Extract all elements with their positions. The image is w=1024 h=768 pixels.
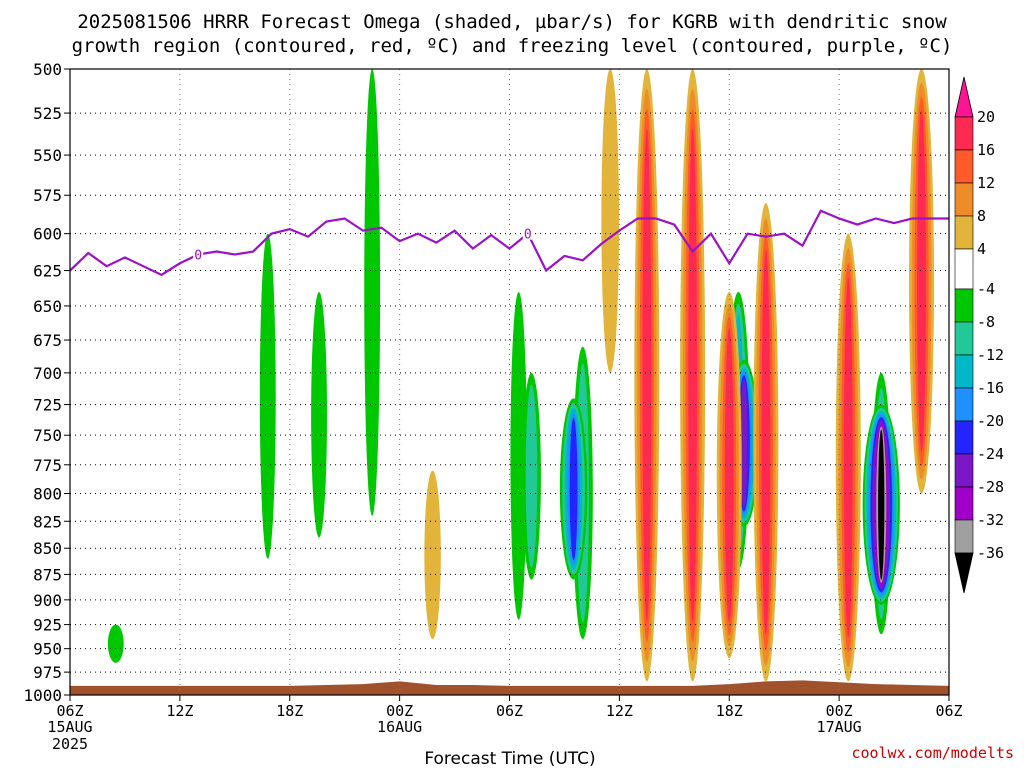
x-tick-label: 18Z (276, 702, 303, 720)
credit-text: coolwx.com/modelts (851, 744, 1014, 762)
omega-cell (724, 327, 734, 623)
y-tick-label: 825 (33, 512, 62, 531)
colorbar-segment (954, 248, 974, 290)
x-tick-date: 17AUG (817, 718, 862, 736)
colorbar-label: -24 (977, 445, 1004, 463)
y-tick-label: 750 (33, 426, 62, 445)
colorbar-segment (954, 116, 974, 151)
colorbar-label: 12 (977, 174, 995, 192)
colorbar-segment (954, 453, 974, 488)
colorbar-label: -16 (977, 379, 1004, 397)
y-tick-label: 550 (33, 146, 62, 165)
chart-title-line-1: 2025081506 HRRR Forecast Omega (shaded, … (77, 11, 947, 33)
colorbar-segment (954, 420, 974, 455)
x-tick-label: 00Z (826, 702, 853, 720)
y-tick-label: 800 (33, 484, 62, 503)
omega-cell (569, 417, 578, 561)
y-tick-label: 1000 (23, 686, 62, 705)
omega-cell (878, 429, 885, 580)
colorbar-segment (954, 182, 974, 217)
y-tick-label: 500 (33, 60, 62, 79)
y-tick-label: 675 (33, 331, 62, 350)
y-tick-label: 875 (33, 565, 62, 584)
chart-title-line-2: growth region (contoured, red, ºC) and f… (72, 35, 953, 57)
y-tick-label: 975 (33, 663, 62, 682)
y-tick-label: 600 (33, 225, 62, 244)
colorbar-segment (954, 387, 974, 422)
colorbar-label: 16 (977, 141, 995, 159)
freezing-level-label: 0 (194, 248, 202, 263)
omega-shading (107, 69, 935, 682)
plot-area (70, 69, 949, 695)
omega-cell (601, 69, 620, 373)
x-tick-date: 16AUG (377, 718, 422, 736)
colorbar-label: 4 (977, 240, 986, 258)
omega-cell (424, 470, 441, 640)
omega-cell (761, 249, 771, 635)
x-axis-label: Forecast Time (UTC) (424, 749, 595, 768)
y-tick-label: 950 (33, 640, 62, 659)
y-tick-label: 525 (33, 104, 62, 123)
colorbar-label: -28 (977, 478, 1004, 496)
colorbar-bottom-arrow (954, 552, 974, 594)
colorbar-segment (954, 288, 974, 323)
colorbar-label: -8 (977, 313, 995, 331)
colorbar-label: -20 (977, 412, 1004, 430)
omega-cell (642, 128, 652, 622)
y-axis-ticks: 500 525 550 575 600 625 650 675 700 725 750 775 800 8… (23, 60, 70, 705)
colorbar-label: -32 (977, 511, 1004, 529)
freezing-level-layer: 00 (70, 209, 949, 277)
colorbar-segment (954, 354, 974, 389)
y-tick-label: 775 (33, 456, 62, 475)
omega-cell (525, 384, 538, 568)
colorbar-segment (954, 519, 974, 554)
y-tick-label: 900 (33, 591, 62, 610)
x-tick-label: 06Z (935, 702, 962, 720)
x-tick-label: 12Z (606, 702, 633, 720)
colorbar-segment (954, 215, 974, 250)
x-tick-label: 00Z (386, 702, 413, 720)
colorbar-top-arrow (954, 76, 974, 118)
omega-cell (917, 110, 926, 452)
omega-cell (740, 378, 748, 508)
x-tick-label: 06Z (496, 702, 523, 720)
y-tick-label: 650 (33, 297, 62, 316)
omega-cell (107, 624, 124, 663)
colorbar-label: -12 (977, 346, 1004, 364)
colorbar-label: -36 (977, 544, 1004, 562)
freezing-level-label-bg (522, 226, 533, 240)
y-tick-label: 700 (33, 364, 62, 383)
omega-cell (259, 233, 276, 559)
x-tick-date: 15AUG (47, 718, 92, 736)
colorbar-segment (954, 486, 974, 521)
freezing-level-line (70, 209, 949, 277)
x-tick-label: 12Z (166, 702, 193, 720)
omega-cell (311, 291, 327, 538)
x-tick-year: 2025 (52, 735, 88, 753)
colorbar-segment (954, 321, 974, 356)
x-tick-label: 06Z (56, 702, 83, 720)
x-tick-label: 18Z (716, 702, 743, 720)
y-tick-label: 925 (33, 616, 62, 635)
colorbar-label: 20 (977, 108, 995, 126)
colorbar-segment (954, 149, 974, 184)
omega-cell (364, 69, 381, 516)
omega-cell (510, 291, 527, 620)
y-tick-label: 850 (33, 539, 62, 558)
y-tick-label: 725 (33, 396, 62, 415)
omega-cell (843, 277, 853, 638)
colorbar-label: -4 (977, 280, 995, 298)
y-tick-label: 575 (33, 186, 62, 205)
omega-cell (688, 128, 697, 622)
terrain-fill (70, 680, 949, 695)
freezing-level-label-bg (193, 247, 204, 261)
freezing-level-label: 0 (524, 228, 532, 243)
colorbar: 20 16 12 8 4 -4 -8 -12 -16 -20 -24 -28 -32 -36 (954, 76, 1004, 594)
colorbar-label: 8 (977, 207, 986, 225)
y-tick-label: 625 (33, 262, 62, 281)
